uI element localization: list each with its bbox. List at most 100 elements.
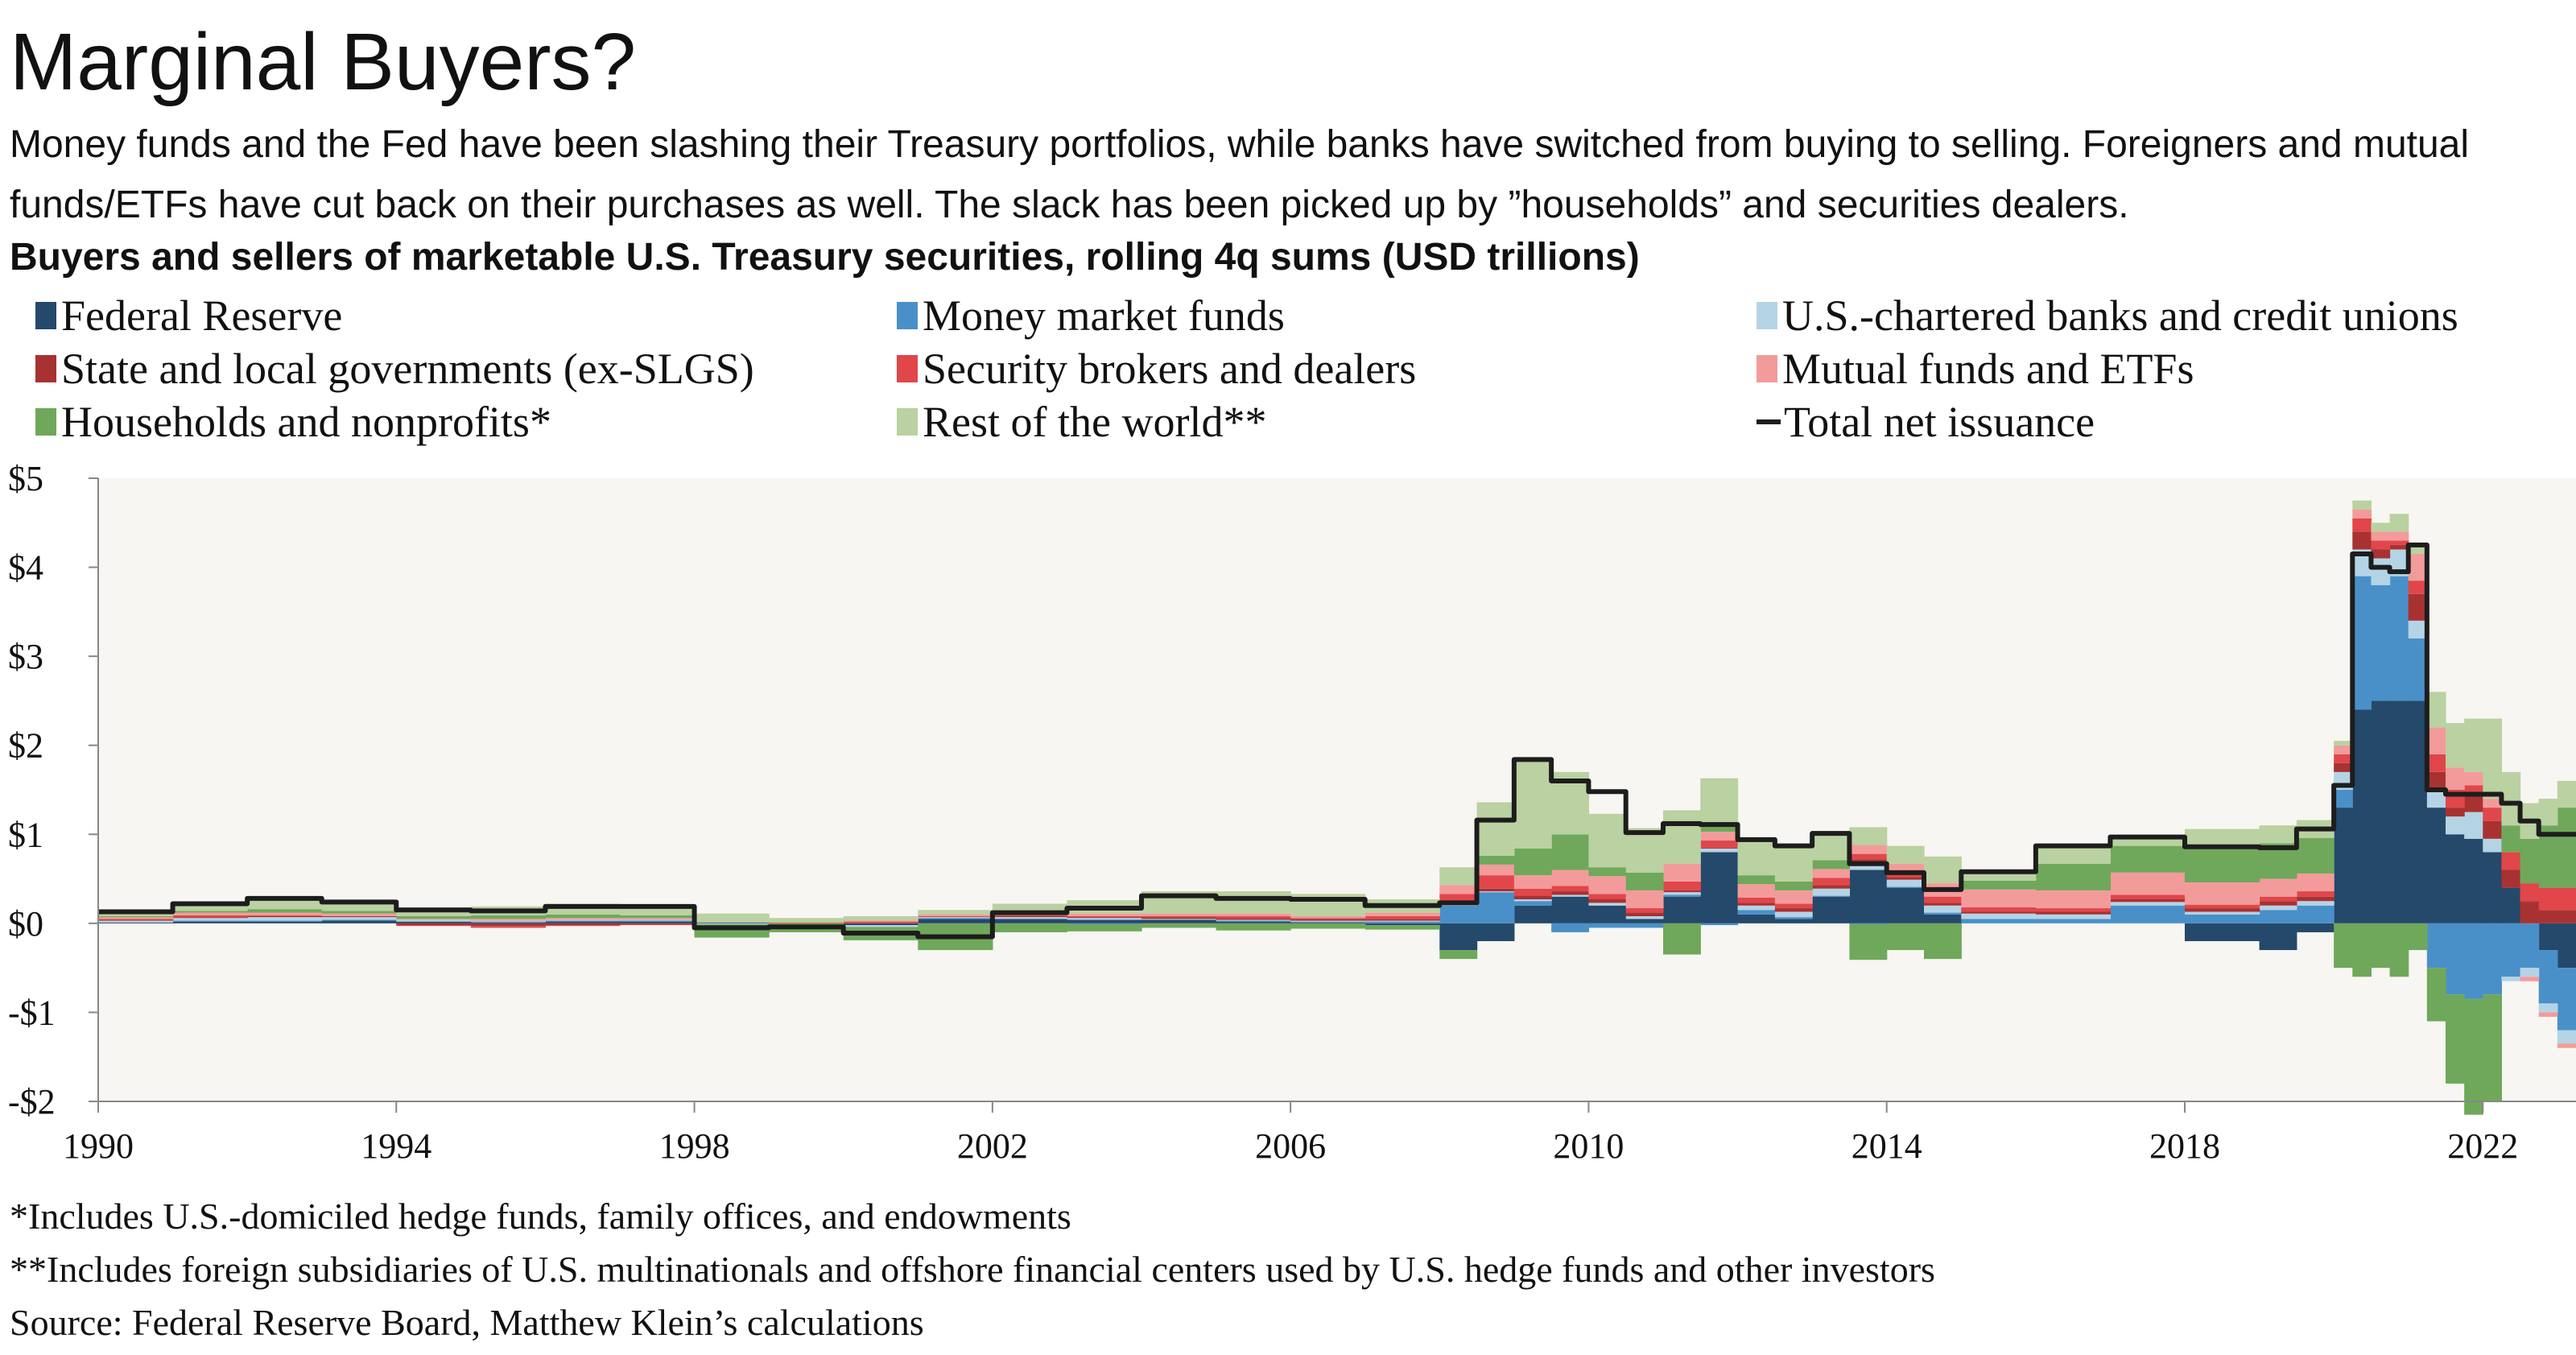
y-tick-label: $5	[8, 459, 43, 498]
area-segment	[2035, 890, 2112, 909]
area-segment	[2483, 799, 2503, 808]
area-segment	[2483, 852, 2503, 923]
stacked-area-chart: -$2 -$1 $0 $1 $2 $3 $4 $5 1990 1994 1998 2002 2006 2…	[8, 459, 2576, 1166]
area-segment	[2501, 771, 2521, 826]
area-segment	[98, 917, 174, 919]
area-segment	[1216, 923, 1291, 931]
area-segment	[1812, 878, 1851, 886]
area-segment	[2501, 887, 2521, 923]
area-segment	[1364, 925, 1440, 930]
area-segment	[1067, 923, 1142, 924]
area-segment	[1886, 879, 1925, 887]
area-segment	[1513, 848, 1552, 876]
area-segment	[172, 912, 248, 915]
area-segment	[992, 923, 1068, 932]
area-segment	[1886, 863, 1925, 873]
legend-item-federal-reserve: Federal Reserve	[35, 291, 342, 340]
area-segment	[1625, 916, 1664, 919]
area-segment	[918, 916, 993, 918]
area-segment	[1551, 886, 1590, 892]
area-segment	[2352, 509, 2372, 518]
area-segment	[1924, 856, 1962, 884]
area-segment	[2110, 845, 2186, 873]
area-segment	[2185, 914, 2260, 923]
area-segment	[2259, 923, 2297, 951]
area-segment	[1141, 917, 1217, 919]
area-segment	[1625, 912, 1664, 917]
area-segment	[620, 918, 696, 920]
footnote-households: *Includes U.S.-domiciled hedge funds, fa…	[10, 1196, 1071, 1237]
area-segment	[992, 919, 1068, 923]
area-segment	[2389, 540, 2409, 545]
area-segment	[1067, 913, 1142, 917]
area-segment	[1290, 916, 1366, 919]
total-net-issuance-line	[98, 542, 2576, 940]
legend-item-state-local: State and local governments (ex-SLGS)	[35, 345, 754, 393]
area-segment	[247, 916, 323, 918]
y-tick-label: -$2	[8, 1082, 56, 1122]
area-segment	[2334, 923, 2353, 969]
area-segment	[545, 914, 621, 919]
area-segment	[2446, 808, 2465, 817]
area-segment	[1961, 913, 2037, 919]
area-segment	[1476, 864, 1515, 876]
chart-title: Buyers and sellers of marketable U.S. Tr…	[10, 236, 1640, 279]
series-households-and-nonprofits	[98, 808, 2576, 1115]
x-tick-label: 1994	[361, 1126, 431, 1166]
area-segment	[2035, 845, 2112, 864]
area-segment	[843, 923, 919, 926]
area-segment	[1961, 907, 2037, 912]
area-segment	[1737, 905, 1776, 911]
area-segment	[992, 903, 1068, 913]
area-segment	[470, 926, 547, 928]
area-segment	[1737, 884, 1776, 898]
area-segment	[2408, 620, 2428, 639]
area-segment	[2483, 820, 2503, 839]
area-segment	[1774, 881, 1813, 890]
x-tick-label: 2022	[2447, 1126, 2518, 1166]
area-segment	[2408, 593, 2428, 621]
legend-swatch	[1757, 355, 1777, 382]
area-segment	[2296, 896, 2334, 902]
area-segment	[1924, 905, 1962, 913]
area-segment	[1216, 921, 1291, 923]
area-segment	[1476, 888, 1515, 892]
area-segment	[2185, 882, 2260, 905]
area-segment	[1290, 918, 1366, 919]
area-segment	[1513, 888, 1552, 896]
area-segment	[1625, 923, 1664, 928]
area-segment	[2110, 894, 2186, 899]
area-segment	[2520, 923, 2540, 969]
area-segment	[2371, 540, 2391, 550]
area-segment	[1886, 886, 1925, 888]
area-segment	[2520, 838, 2540, 884]
area-segment	[1364, 919, 1440, 921]
area-segment	[2538, 1012, 2558, 1017]
area-segment	[1886, 845, 1925, 864]
area-segment	[545, 919, 621, 921]
area-segment	[1364, 923, 1440, 926]
area-segment	[2520, 977, 2540, 981]
area-segment	[2296, 905, 2334, 923]
x-tick-label: 2002	[957, 1126, 1028, 1166]
legend-item-money-market-funds: Money market funds	[897, 291, 1285, 340]
area-segment	[2296, 891, 2334, 897]
area-segment	[2557, 887, 2576, 911]
series-federal-reserve	[98, 700, 2576, 969]
area-segment	[2035, 908, 2112, 912]
area-segment	[1439, 950, 1478, 960]
y-tick-label: -$1	[8, 993, 56, 1032]
area-segment	[620, 923, 696, 924]
legend-item-brokers-dealers: Security brokers and dealers	[897, 345, 1416, 393]
area-segment	[1513, 901, 1552, 906]
area-segment	[1849, 923, 1888, 924]
area-segment	[2426, 790, 2446, 808]
area-segment	[1849, 862, 1888, 870]
area-segment	[2185, 908, 2260, 912]
y-tick-label: $0	[8, 904, 43, 944]
series-mutual-funds-and-etfs	[98, 509, 2576, 1048]
area-segment	[1737, 875, 1776, 885]
area-segment	[1290, 923, 1366, 929]
area-segment	[2557, 968, 2576, 1031]
series-rest-of-the-world	[98, 500, 2576, 923]
